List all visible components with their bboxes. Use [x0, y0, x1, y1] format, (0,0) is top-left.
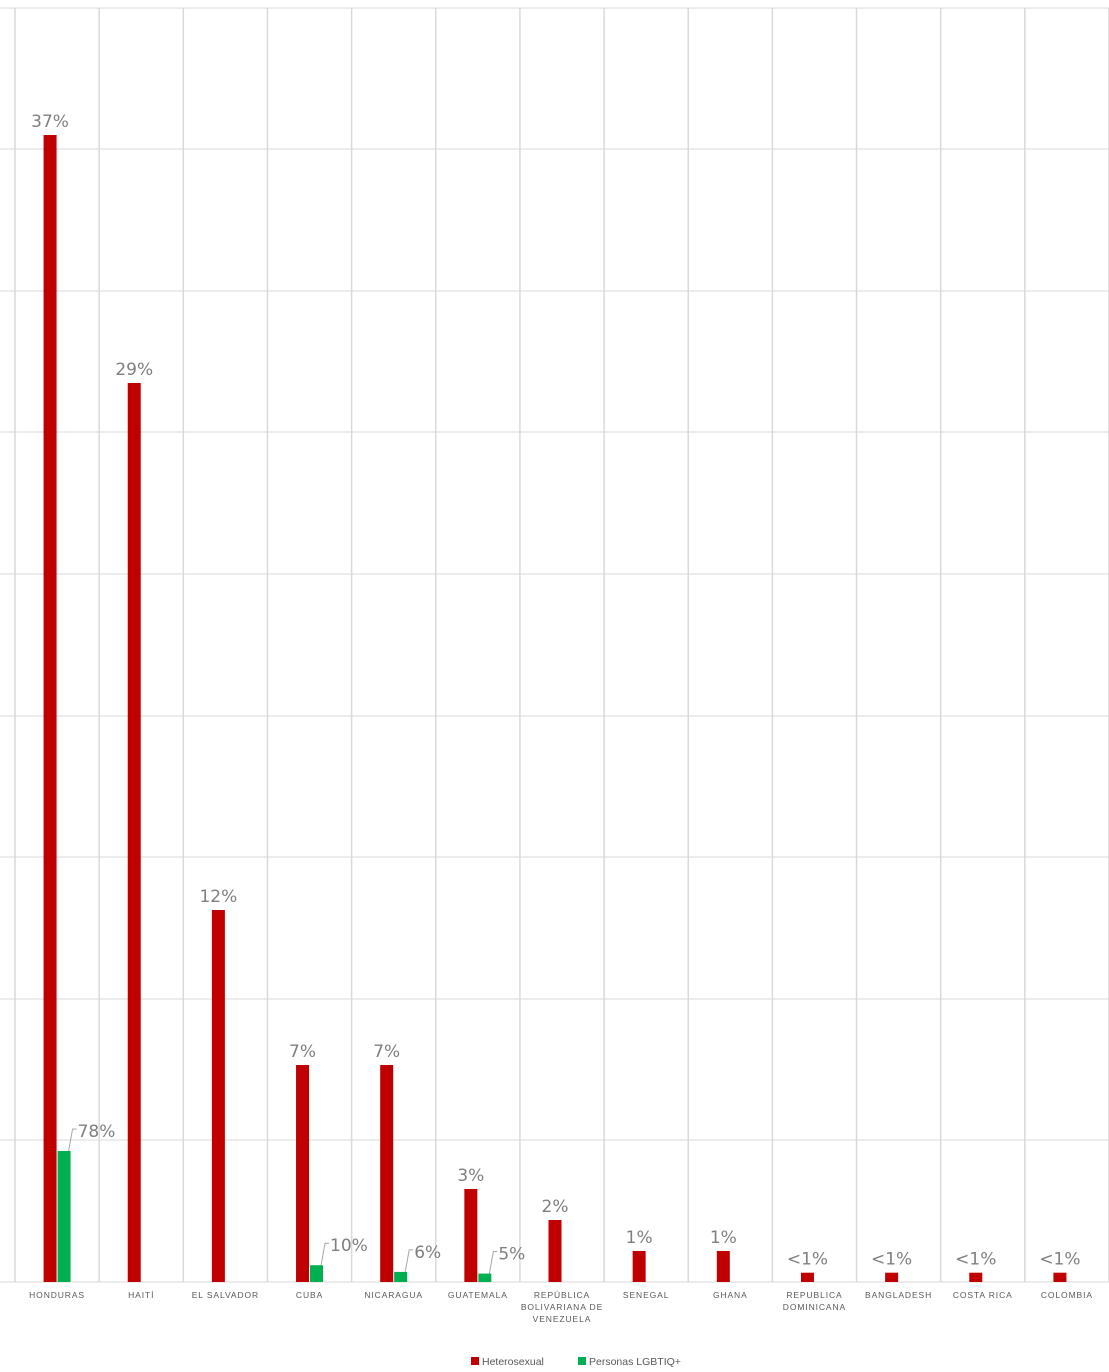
category-label: SENEGAL	[623, 1290, 669, 1300]
leader-line	[320, 1242, 330, 1266]
bar-heterosexual	[296, 1065, 310, 1282]
bar-heterosexual	[1053, 1272, 1067, 1282]
bars	[43, 135, 1067, 1282]
category-label: COSTA RICA	[953, 1290, 1013, 1300]
bar-lgbtiq	[478, 1273, 492, 1282]
legend-swatch-heterosexual	[471, 1357, 479, 1365]
data-label-heterosexual: <1%	[1039, 1250, 1080, 1270]
leader-line	[404, 1249, 414, 1273]
leader-line	[488, 1251, 498, 1274]
data-label-heterosexual: 3%	[457, 1166, 484, 1186]
data-label-heterosexual: 1%	[710, 1228, 737, 1248]
data-label-heterosexual: <1%	[871, 1250, 912, 1270]
category-label: GUATEMALA	[448, 1290, 508, 1300]
category-label: NICARAGUA	[364, 1290, 423, 1300]
category-labels: HONDURAS HAITÍ EL SALVADOR CUBA NICARAGUA GUA…	[29, 1290, 1093, 1324]
bar-lgbtiq	[310, 1265, 324, 1282]
data-label-heterosexual: 7%	[289, 1042, 316, 1062]
category-label: COLOMBIA	[1041, 1290, 1093, 1300]
category-label: BANGLADESH	[865, 1290, 932, 1300]
category-label: REPÚBLICA BOLIVARIANA DE VENEZUELA	[521, 1290, 603, 1324]
data-label-lgbtiq: 5%	[498, 1245, 525, 1265]
data-label-heterosexual: 12%	[199, 887, 237, 907]
bar-heterosexual	[716, 1251, 730, 1282]
bar-heterosexual	[464, 1189, 478, 1282]
gridlines	[0, 7, 1109, 1283]
bar-heterosexual	[632, 1251, 646, 1282]
legend-label-heterosexual: Heterosexual	[482, 1356, 544, 1368]
bar-heterosexual	[211, 910, 225, 1282]
leader-line	[68, 1128, 77, 1152]
data-label-heterosexual: 7%	[373, 1042, 400, 1062]
data-label-heterosexual: 37%	[31, 112, 69, 132]
category-label: GHANA	[713, 1290, 748, 1300]
bar-lgbtiq	[394, 1271, 408, 1282]
data-label-lgbtiq: 6%	[414, 1243, 441, 1263]
data-label-heterosexual: 1%	[626, 1228, 653, 1248]
bar-heterosexual	[380, 1065, 394, 1282]
bar-lgbtiq	[57, 1150, 71, 1282]
bar-heterosexual	[548, 1220, 562, 1282]
data-labels: 37% 78% 29% 12% 7% 10% 7% 6% 3% 5% 2% 1% 1% <1% <1% <1%…	[31, 112, 1081, 1274]
data-label-heterosexual: 2%	[542, 1197, 569, 1217]
legend-swatch-lgbtiq	[578, 1357, 586, 1365]
category-label: EL SALVADOR	[192, 1290, 259, 1300]
bar-heterosexual	[43, 135, 57, 1282]
data-label-lgbtiq: 10%	[330, 1236, 368, 1256]
data-label-lgbtiq: 78%	[78, 1122, 116, 1142]
data-label-heterosexual: <1%	[787, 1250, 828, 1270]
bar-heterosexual	[127, 383, 141, 1282]
bar-heterosexual	[800, 1272, 814, 1282]
data-label-heterosexual: <1%	[955, 1250, 996, 1270]
category-label: HONDURAS	[29, 1290, 85, 1300]
bar-heterosexual	[885, 1272, 899, 1282]
category-label: CUBA	[296, 1290, 323, 1300]
category-label: REPUBLICA DOMINICANA	[783, 1290, 846, 1312]
legend: Heterosexual Personas LGBTIQ+	[471, 1356, 681, 1368]
data-label-heterosexual: 29%	[115, 360, 153, 380]
bar-heterosexual	[969, 1272, 983, 1282]
legend-label-lgbtiq: Personas LGBTIQ+	[589, 1356, 681, 1368]
category-label: HAITÍ	[128, 1290, 154, 1300]
